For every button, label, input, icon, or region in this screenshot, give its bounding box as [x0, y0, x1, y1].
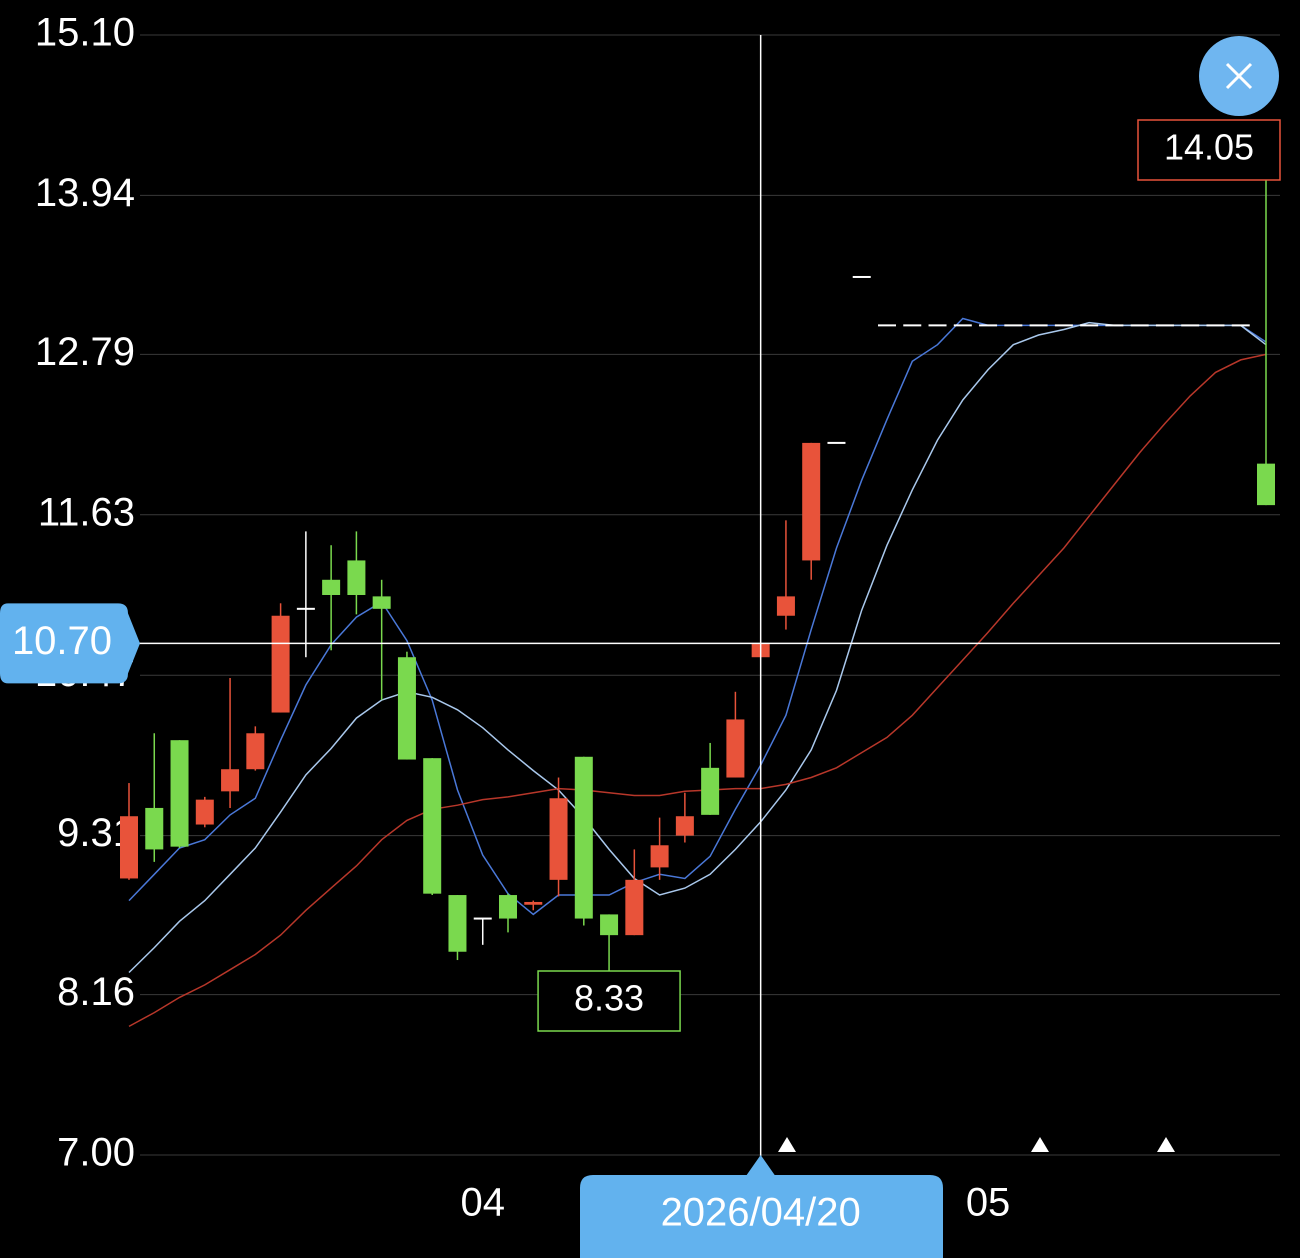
candle-body — [347, 560, 366, 595]
crosshair-value-box — [0, 603, 140, 684]
candle-body — [928, 324, 947, 327]
candle-body — [120, 816, 138, 879]
signal-marker — [1031, 1137, 1049, 1152]
min-label-box — [537, 970, 681, 1032]
candle-body — [524, 901, 543, 905]
overlay: 14.05 8.33 10.70 2026/04/20 — [0, 35, 1281, 1258]
candle-body — [195, 799, 214, 825]
crosshair-date-box — [580, 1155, 943, 1258]
candle-body — [953, 324, 972, 327]
candle-body — [423, 758, 442, 894]
candle-body — [852, 275, 871, 278]
crosshair-value: 10.70 — [12, 619, 112, 663]
candle-body — [322, 579, 341, 595]
x-tick-label: 04 — [460, 1181, 505, 1225]
ma-lines — [128, 317, 1267, 1028]
candle-body — [979, 324, 998, 327]
candle-body — [473, 917, 492, 920]
y-tick-label: 11.63 — [38, 490, 135, 534]
y-tick-label: 13.94 — [35, 171, 135, 215]
candle-body — [600, 914, 619, 936]
candle-body — [296, 607, 315, 610]
close-icon[interactable] — [1225, 62, 1253, 90]
close-button[interactable] — [1199, 36, 1279, 116]
candle-body — [827, 441, 846, 444]
candle-body — [1004, 324, 1023, 327]
candle-body — [549, 798, 568, 880]
y-tick-label: 15.10 — [35, 11, 135, 55]
crosshair-date: 2026/04/20 — [661, 1191, 861, 1235]
candle-body — [675, 816, 694, 836]
max-label-box — [1137, 119, 1281, 181]
signal-marker — [778, 1137, 796, 1152]
candle-body — [903, 324, 922, 327]
candle-body — [625, 879, 644, 936]
candle-body — [1080, 324, 1099, 327]
candle-body — [878, 324, 896, 327]
candle-body — [701, 767, 720, 815]
ma-line — [128, 321, 1267, 974]
candle-body — [1257, 463, 1275, 506]
candle-body — [1206, 324, 1225, 327]
candle-body — [271, 615, 290, 713]
max-label: 14.05 — [1164, 127, 1254, 168]
candle-body — [170, 740, 189, 847]
candle-body — [221, 769, 240, 792]
candle-body — [1105, 324, 1124, 327]
min-label: 8.33 — [574, 978, 644, 1019]
candle-body — [776, 596, 795, 616]
candle-body — [1181, 324, 1200, 327]
candle-body — [1029, 324, 1048, 327]
candle-body — [1155, 324, 1174, 327]
candle-body — [1054, 324, 1073, 327]
candle-body — [397, 657, 416, 760]
candles — [120, 180, 1275, 972]
candle-body — [726, 719, 745, 778]
candle-body — [448, 895, 467, 952]
y-tick-label: 7.00 — [57, 1131, 135, 1175]
y-tick-label: 12.79 — [35, 330, 135, 374]
candle-body — [802, 442, 821, 561]
signal-marker — [1157, 1137, 1175, 1152]
candle-body — [246, 733, 265, 770]
y-tick-label: 8.16 — [57, 970, 135, 1014]
candle-body — [650, 845, 669, 868]
candle-body — [1231, 324, 1250, 327]
ma-line — [128, 353, 1267, 1028]
x-tick-label: 05 — [966, 1181, 1011, 1225]
candle-body — [372, 596, 391, 609]
candle-body — [145, 807, 164, 850]
candle-body — [499, 895, 517, 919]
candle-body — [574, 756, 593, 919]
candle-body — [1130, 324, 1149, 327]
